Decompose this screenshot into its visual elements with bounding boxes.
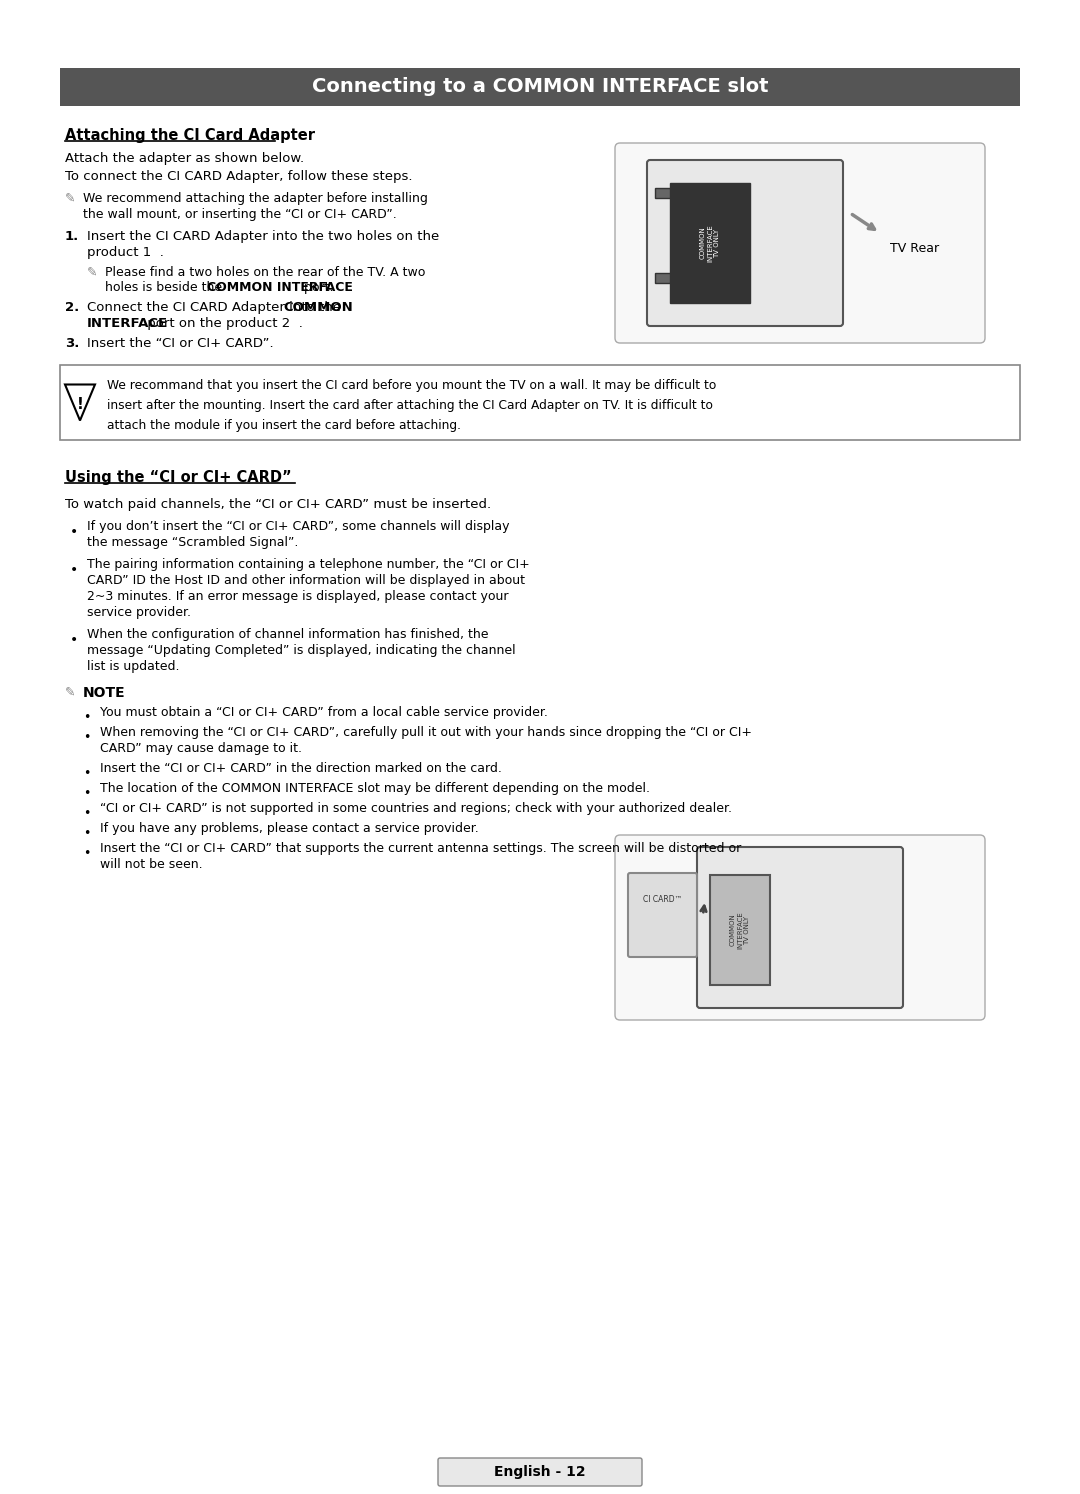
Text: 2~3 minutes. If an error message is displayed, please contact your: 2~3 minutes. If an error message is disp…: [87, 590, 509, 604]
Text: 3.: 3.: [65, 338, 79, 350]
Text: Insert the CI CARD Adapter into the two holes on the: Insert the CI CARD Adapter into the two …: [87, 230, 440, 244]
Text: ✎: ✎: [87, 266, 97, 279]
Text: product 1  .: product 1 .: [87, 247, 164, 258]
Bar: [654, 188, 670, 199]
Text: Insert the “CI or CI+ CARD” in the direction marked on the card.: Insert the “CI or CI+ CARD” in the direc…: [100, 762, 502, 775]
Text: •: •: [70, 524, 78, 539]
Text: •: •: [83, 731, 91, 744]
Text: When the configuration of channel information has finished, the: When the configuration of channel inform…: [87, 627, 488, 641]
Text: You must obtain a “CI or CI+ CARD” from a local cable service provider.: You must obtain a “CI or CI+ CARD” from …: [100, 707, 548, 719]
Text: Attach the adapter as shown below.: Attach the adapter as shown below.: [65, 152, 305, 164]
Text: Using the “CI or CI+ CARD”: Using the “CI or CI+ CARD”: [65, 471, 292, 486]
Text: port on the product 2  .: port on the product 2 .: [143, 317, 302, 330]
FancyBboxPatch shape: [60, 69, 1020, 106]
Text: NOTE: NOTE: [83, 686, 125, 701]
Text: We recommand that you insert the CI card before you mount the TV on a wall. It m: We recommand that you insert the CI card…: [107, 379, 716, 391]
Text: ✎: ✎: [65, 686, 76, 699]
Text: CARD” may cause damage to it.: CARD” may cause damage to it.: [100, 743, 302, 754]
Text: When removing the “CI or CI+ CARD”, carefully pull it out with your hands since : When removing the “CI or CI+ CARD”, care…: [100, 726, 752, 740]
Text: attach the module if you insert the card before attaching.: attach the module if you insert the card…: [107, 418, 461, 432]
Text: The pairing information containing a telephone number, the “CI or CI+: The pairing information containing a tel…: [87, 557, 530, 571]
Text: If you don’t insert the “CI or CI+ CARD”, some channels will display: If you don’t insert the “CI or CI+ CARD”…: [87, 520, 510, 533]
Text: ✎: ✎: [65, 193, 76, 205]
Text: •: •: [83, 787, 91, 799]
Text: holes is beside the: holes is beside the: [105, 281, 226, 294]
Text: •: •: [83, 766, 91, 780]
Text: “CI or CI+ CARD” is not supported in some countries and regions; check with your: “CI or CI+ CARD” is not supported in som…: [100, 802, 732, 816]
Text: COMMON: COMMON: [283, 300, 353, 314]
Text: TV Rear: TV Rear: [890, 242, 940, 254]
Text: Connect the CI CARD Adapter into the: Connect the CI CARD Adapter into the: [87, 300, 346, 314]
Text: English - 12: English - 12: [495, 1466, 585, 1479]
FancyBboxPatch shape: [438, 1458, 642, 1487]
Text: Attaching the CI Card Adapter: Attaching the CI Card Adapter: [65, 128, 315, 143]
FancyBboxPatch shape: [615, 835, 985, 1020]
Text: Insert the “CI or CI+ CARD” that supports the current antenna settings. The scre: Insert the “CI or CI+ CARD” that support…: [100, 843, 741, 855]
Text: Connecting to a COMMON INTERFACE slot: Connecting to a COMMON INTERFACE slot: [312, 78, 768, 97]
Text: INTERFACE: INTERFACE: [87, 317, 168, 330]
Text: •: •: [83, 711, 91, 725]
Text: 1.: 1.: [65, 230, 79, 244]
Text: CI CARD™: CI CARD™: [643, 895, 683, 904]
FancyBboxPatch shape: [647, 160, 843, 326]
Text: •: •: [83, 847, 91, 861]
FancyBboxPatch shape: [697, 847, 903, 1008]
Text: message “Updating Completed” is displayed, indicating the channel: message “Updating Completed” is displaye…: [87, 644, 515, 657]
FancyBboxPatch shape: [627, 872, 697, 958]
Text: COMMON
INTERFACE
TV ONLY: COMMON INTERFACE TV ONLY: [700, 224, 720, 261]
Bar: [654, 273, 670, 282]
Text: COMMON
INTERFACE
TV ONLY: COMMON INTERFACE TV ONLY: [730, 911, 750, 949]
Text: •: •: [83, 828, 91, 840]
Text: !: !: [77, 397, 83, 412]
Text: •: •: [70, 633, 78, 647]
Text: insert after the mounting. Insert the card after attaching the CI Card Adapter o: insert after the mounting. Insert the ca…: [107, 399, 713, 412]
Polygon shape: [670, 182, 750, 303]
Text: will not be seen.: will not be seen.: [100, 858, 203, 871]
Text: •: •: [70, 563, 78, 577]
Text: •: •: [83, 807, 91, 820]
Text: service provider.: service provider.: [87, 607, 191, 619]
Text: COMMON INTERFACE: COMMON INTERFACE: [207, 281, 353, 294]
Text: CARD” ID the Host ID and other information will be displayed in about: CARD” ID the Host ID and other informati…: [87, 574, 525, 587]
Text: If you have any problems, please contact a service provider.: If you have any problems, please contact…: [100, 822, 478, 835]
Text: the message “Scrambled Signal”.: the message “Scrambled Signal”.: [87, 536, 298, 548]
Text: To connect the CI CARD Adapter, follow these steps.: To connect the CI CARD Adapter, follow t…: [65, 170, 413, 182]
Text: 2.: 2.: [65, 300, 79, 314]
Text: list is updated.: list is updated.: [87, 660, 179, 672]
Text: the wall mount, or inserting the “CI or CI+ CARD”.: the wall mount, or inserting the “CI or …: [83, 208, 396, 221]
FancyBboxPatch shape: [615, 143, 985, 344]
Polygon shape: [65, 384, 95, 420]
Text: Insert the “CI or CI+ CARD”.: Insert the “CI or CI+ CARD”.: [87, 338, 273, 350]
Text: We recommend attaching the adapter before installing: We recommend attaching the adapter befor…: [83, 193, 428, 205]
Text: port.: port.: [300, 281, 334, 294]
Text: To watch paid channels, the “CI or CI+ CARD” must be inserted.: To watch paid channels, the “CI or CI+ C…: [65, 498, 491, 511]
Text: The location of the COMMON INTERFACE slot may be different depending on the mode: The location of the COMMON INTERFACE slo…: [100, 781, 650, 795]
Text: Please find a two holes on the rear of the TV. A two: Please find a two holes on the rear of t…: [105, 266, 426, 279]
FancyBboxPatch shape: [710, 875, 770, 985]
FancyBboxPatch shape: [60, 365, 1020, 441]
